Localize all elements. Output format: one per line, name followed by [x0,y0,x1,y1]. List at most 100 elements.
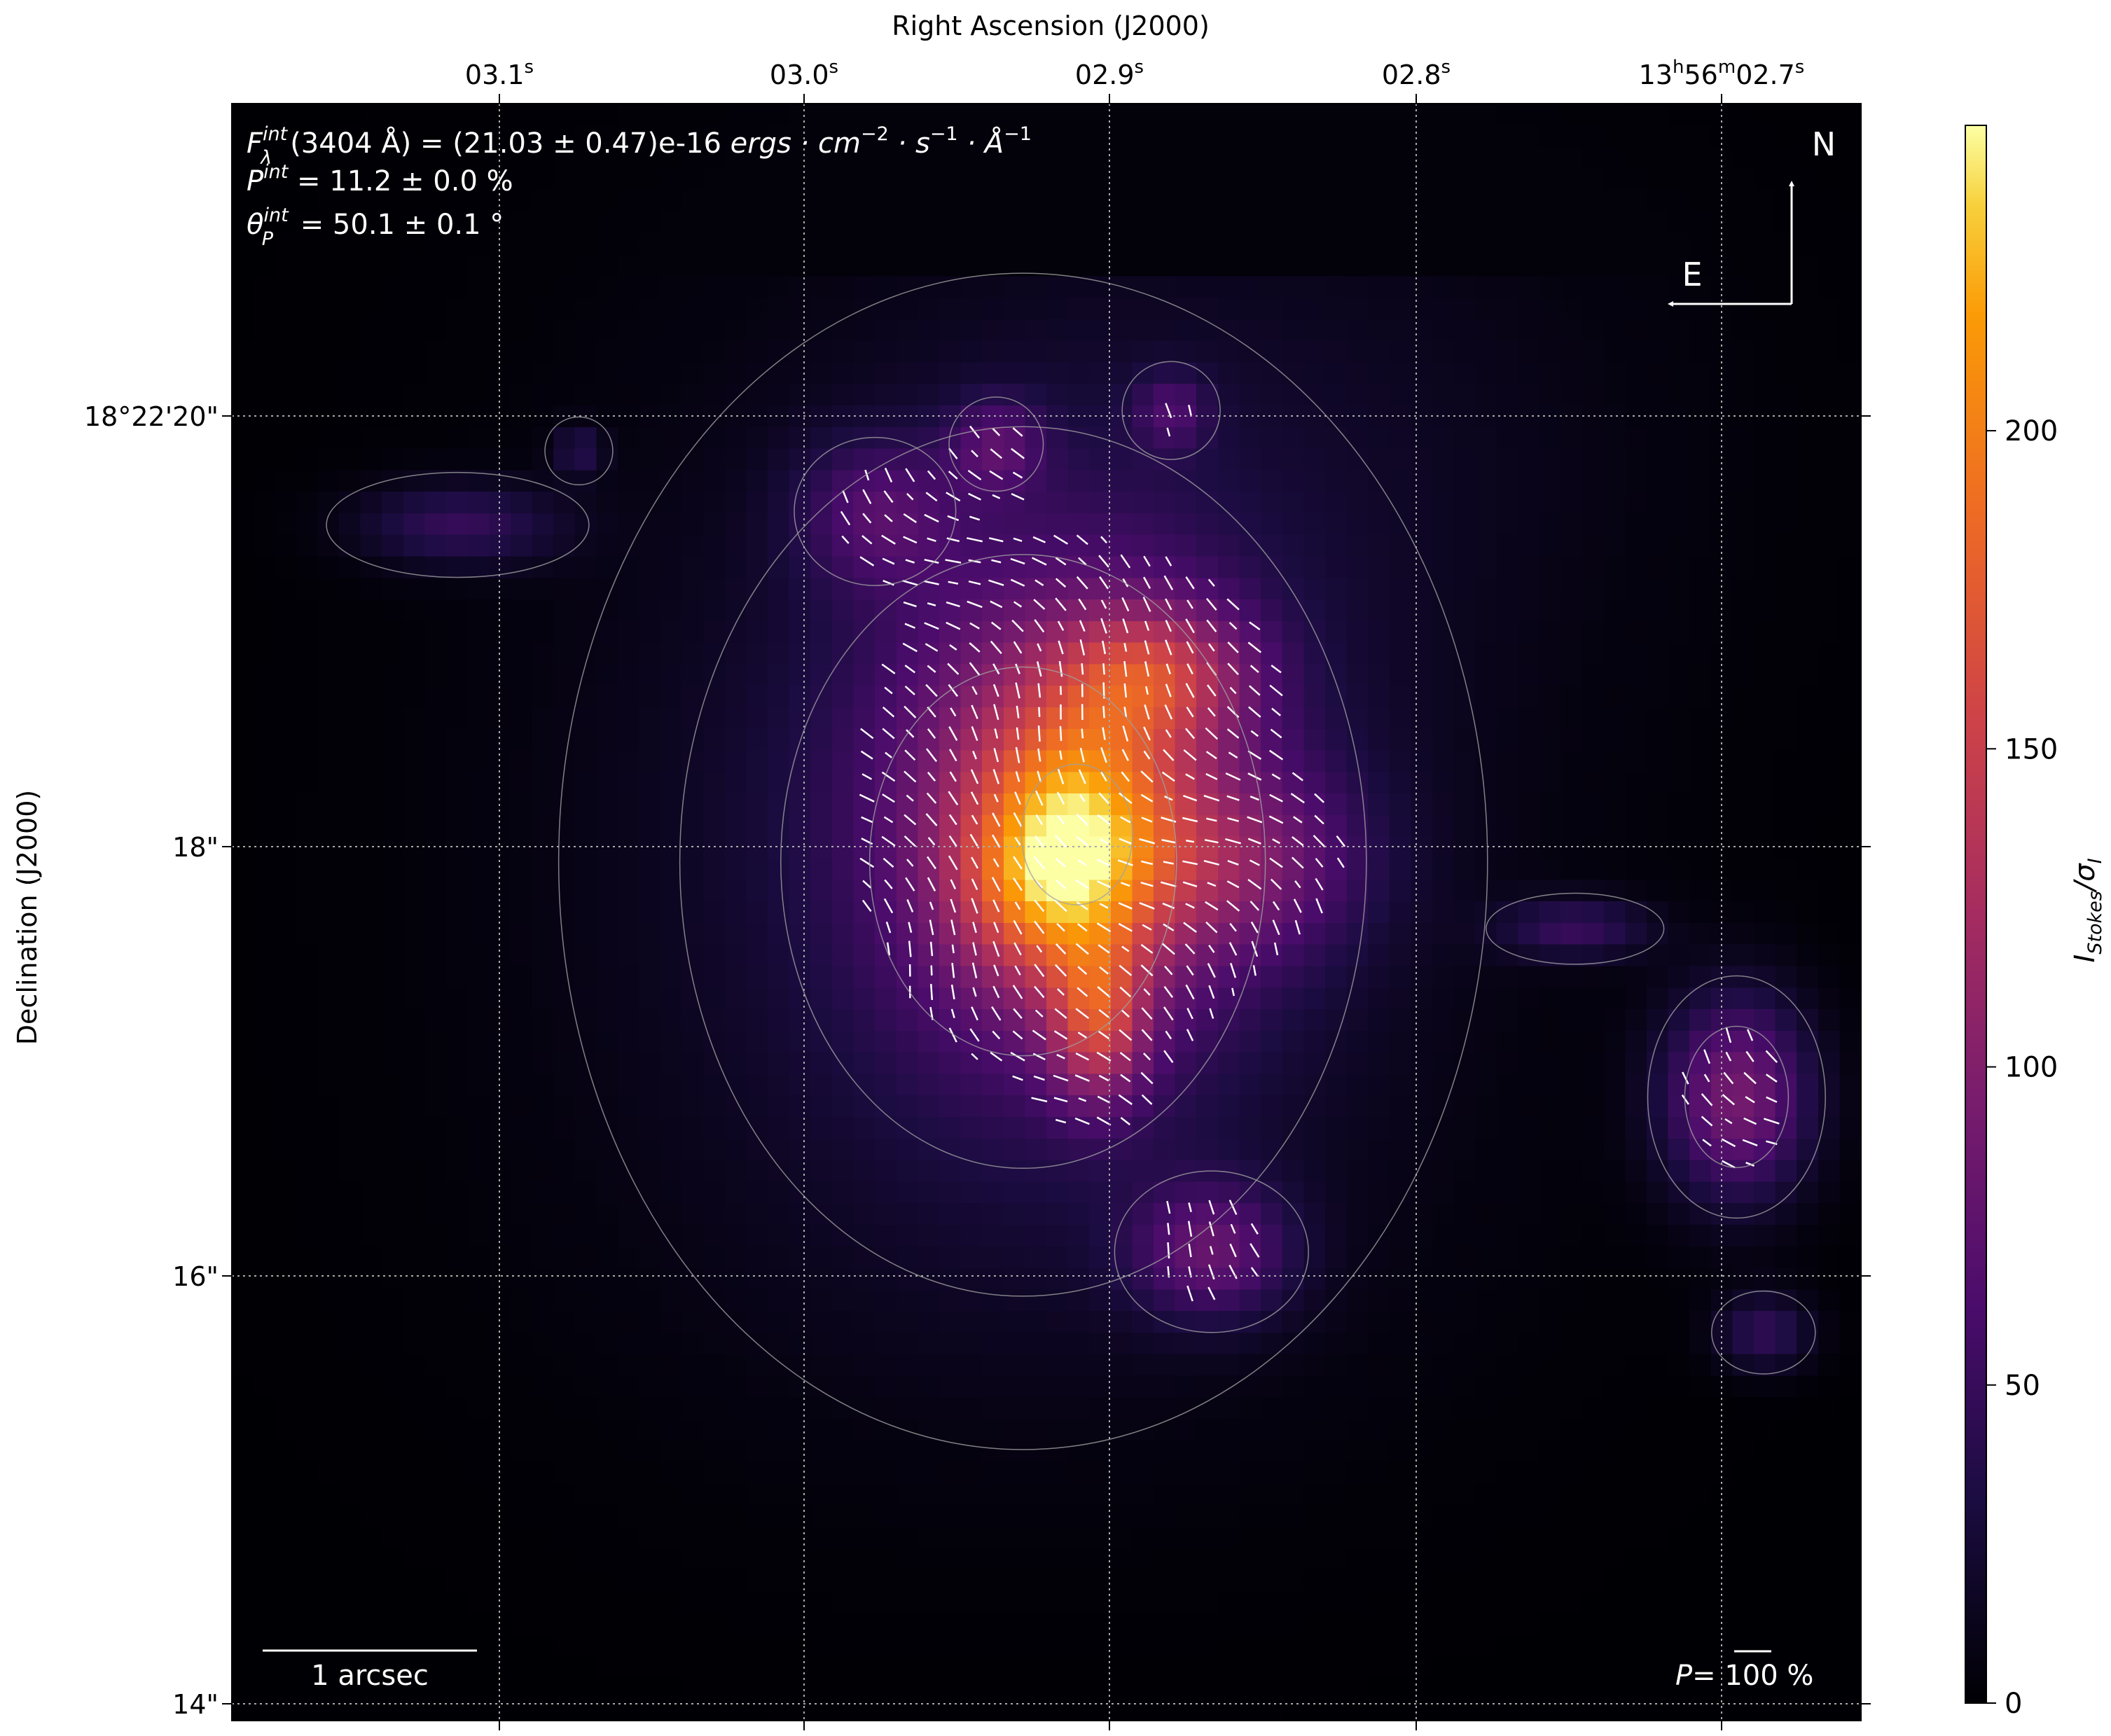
polarization-vector [1034,619,1045,633]
polarization-vector [1229,1243,1237,1258]
polarization-vector [1097,1095,1111,1104]
polarization-vector [1033,1075,1045,1081]
polarization-vector [1203,795,1220,802]
polarization-vector [1226,900,1240,912]
polarization-vector [1225,838,1242,845]
polarization-vector [925,813,938,826]
polarization-vector [1183,922,1197,933]
polarization-vector [1079,620,1086,632]
polarization-vector [1745,1050,1754,1062]
polarization-vector [988,579,1004,586]
polarization-vector [904,623,916,629]
polarization-vector [1096,859,1112,867]
polarization-vector [1186,839,1195,843]
polarization-vector [1014,837,1021,846]
polarization-vector [882,557,895,565]
polarization-vector [1033,599,1046,610]
polarization-vector [1119,1029,1133,1041]
polarization-vector [1745,1162,1755,1167]
polarization-vector [1059,725,1063,742]
polarization-vector [1120,816,1131,824]
polarization-vector [884,514,893,522]
polarization-vector [992,940,1000,957]
polarization-vector [1096,922,1112,933]
polarization-vector [1336,835,1346,847]
polarization-vector [1140,770,1154,783]
polarization-vector [1123,643,1128,652]
polarization-vector [950,879,957,890]
polarization-vector [972,942,977,956]
polarization-vector [1231,987,1235,997]
polarization-vector [1247,750,1262,760]
polarization-vector [1059,750,1063,760]
colorbar-tick-label: 200 [2005,415,2058,447]
polarization-vector [1119,964,1133,976]
polarization-vector [1165,403,1172,419]
polarization-vector [950,707,957,717]
polarization-vector [927,537,936,542]
polarization-vector [1165,683,1172,697]
polarization-vector [861,816,873,824]
polarization-vector [927,877,936,891]
polarization-vector [1076,901,1088,910]
colorbar [1965,125,1987,1704]
polarization-vector [993,793,999,803]
polarization-vector [1121,771,1130,782]
polarization-vector [946,601,960,608]
polarization-vector [1250,1223,1259,1235]
polarization-vector [1119,1052,1131,1062]
polarization-vector [1010,1051,1025,1062]
polarization-vector [1160,881,1177,887]
polarization-vector [1056,879,1067,889]
polarization-vector [1121,945,1130,952]
polarization-vector [1081,663,1084,675]
polarization-vector [842,490,849,504]
polarization-vector [1013,919,1023,935]
polarization-vector [1055,1118,1067,1124]
polarization-vector [1033,856,1046,870]
contour-line [780,554,1266,1169]
polarization-vector [1100,838,1109,845]
polarization-vector [1725,1027,1732,1043]
polarization-vector [971,856,979,869]
polarization-vector [1013,856,1023,870]
polarization-vector [993,704,999,721]
x-axis-label: Right Ascension (J2000) [892,11,1210,41]
contour-line [1684,1025,1790,1169]
polarization-vector [1097,986,1111,998]
polarization-vector [884,686,893,695]
polarization-vector [1140,882,1154,887]
polarization-vector [971,725,978,742]
polarization-vector [906,492,914,501]
polarization-vector [1291,856,1304,869]
polarization-vector [1102,706,1105,718]
polarization-vector [1012,471,1023,479]
polarization-vector [1186,599,1193,609]
polarization-vector [1012,985,1023,999]
polarization-vector [904,835,916,847]
polarization-vector [1205,773,1218,780]
polarization-vector [971,1006,978,1021]
polarization-vector [927,728,936,739]
polarization-vector [971,878,978,891]
polarization-vector [993,748,999,763]
polarization-vector [903,601,917,608]
polarization-vector [1208,985,1215,999]
polarization-vector [1078,557,1087,566]
polarization-vector [861,535,873,545]
polarization-vector [1183,749,1197,761]
polarization-vector [1032,1029,1046,1041]
polarization-vector [1701,1116,1713,1127]
polarization-vector [860,728,874,739]
polarization-vector [927,602,936,606]
polarization-vector [1228,942,1238,956]
axis-ticks [222,94,1871,1730]
polarization-vector [1163,1006,1174,1021]
polarization-vector [1102,727,1106,740]
x-tick-label: 03.0s [770,57,838,90]
polarization-vector [1205,921,1218,933]
polarization-vector [991,621,1002,630]
polarization-vector [1247,816,1263,824]
colorbar-tick-label: 100 [2005,1052,2058,1084]
polarization-vector [992,812,1001,827]
